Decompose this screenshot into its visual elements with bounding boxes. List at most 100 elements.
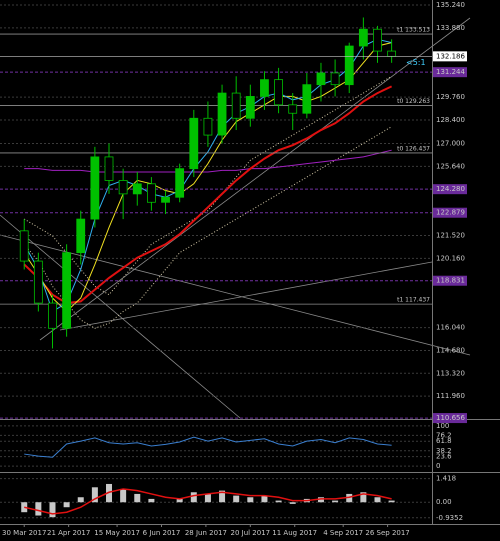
- y-tick-label: 1.418: [436, 475, 456, 483]
- candle-body: [76, 218, 86, 254]
- y-tick-label: 125.640: [436, 162, 465, 170]
- histogram-bar: [77, 497, 84, 503]
- trendline: [59, 261, 433, 331]
- annotation: <5:1: [406, 58, 426, 67]
- candle-body: [387, 50, 397, 57]
- candle-body: [161, 196, 170, 203]
- trendline: [0, 234, 471, 356]
- candle-body: [175, 168, 185, 198]
- indicator-line: [24, 149, 392, 173]
- y-tick-label: 23.6: [436, 453, 452, 461]
- histogram-bar: [219, 490, 226, 503]
- trendlines: [0, 17, 471, 419]
- x-tick-label: 20 Jul 2017: [231, 529, 271, 537]
- candle-body: [302, 84, 312, 114]
- y-tick-label: 100: [436, 422, 449, 430]
- histogram-bar: [63, 502, 70, 508]
- y-tick-label: 121.520: [436, 232, 465, 240]
- histogram-bar: [261, 495, 268, 503]
- histogram-bar: [91, 487, 98, 503]
- y-tick-label: -0.9352: [436, 514, 463, 522]
- level-label: t1 117.437: [397, 297, 430, 304]
- current-price-box: [433, 51, 467, 62]
- histogram-bar: [360, 492, 367, 503]
- signal-line: [24, 488, 392, 515]
- candle-body: [373, 28, 382, 52]
- indicator-line: [23, 38, 392, 313]
- histogram-bar: [148, 498, 155, 503]
- histogram-bar: [134, 493, 141, 503]
- candle-body: [90, 156, 100, 220]
- y-tick-label: 120.160: [436, 254, 465, 262]
- indicator-line: [23, 75, 392, 296]
- y-tick-label: 133.880: [436, 24, 465, 32]
- y-tick-label: 113.320: [436, 369, 465, 377]
- marked-level-label: 110.656: [436, 414, 465, 422]
- histogram-bar: [106, 483, 113, 503]
- candle-body: [344, 45, 354, 86]
- histogram-bar: [204, 493, 211, 503]
- histogram-bar: [120, 488, 127, 503]
- y-tick-label: 76.2: [436, 431, 452, 439]
- y-tick-label: 129.760: [436, 93, 465, 101]
- trendline: [0, 214, 241, 419]
- candle-body: [231, 92, 241, 119]
- indicator-line: [23, 126, 392, 329]
- histogram-bar: [233, 495, 240, 503]
- histogram-bar: [388, 500, 395, 503]
- histogram-bar: [247, 497, 254, 503]
- candle-body: [132, 183, 142, 195]
- y-tick-label: 61.8: [436, 437, 452, 445]
- marked-level-box: [433, 207, 467, 218]
- candle-body: [217, 92, 227, 136]
- x-tick-label: 30 Mar 2017: [2, 529, 46, 537]
- y-tick-label: 0: [436, 462, 440, 470]
- candle-body: [189, 117, 199, 170]
- candle-body: [48, 302, 57, 329]
- level-label: t0 129.263: [397, 98, 430, 105]
- histogram-bar: [374, 497, 381, 503]
- y-tick-label: 38.2: [436, 447, 452, 455]
- marked-level-label: 124.280: [436, 185, 465, 193]
- candle-body: [274, 79, 283, 106]
- marked-level-label: 118.831: [436, 277, 465, 285]
- indicator-line: [23, 42, 392, 313]
- current-price-label: 132.186: [436, 52, 465, 60]
- y-tick-label: 127.000: [436, 139, 465, 147]
- oscillator-line: [24, 436, 392, 458]
- candle-body: [203, 117, 213, 136]
- level-label: t0 126.437: [397, 145, 430, 152]
- candle-body: [245, 96, 255, 119]
- histogram-bar: [317, 497, 324, 503]
- marked-level-box: [433, 184, 467, 195]
- y-tick-label: 111.960: [436, 392, 465, 400]
- x-tick-label: 15 May 2017: [94, 529, 140, 537]
- marked-level-box: [433, 275, 467, 286]
- candle-body: [19, 230, 29, 262]
- candle-body: [118, 180, 128, 195]
- marked-level-label: 122.879: [436, 209, 465, 217]
- y-tick-label: 116.040: [436, 324, 465, 332]
- trendline: [39, 17, 471, 341]
- histogram-bar: [275, 500, 282, 503]
- histogram-bar: [49, 502, 56, 518]
- candle-body: [147, 183, 156, 203]
- level-label: t1 133.513: [397, 27, 430, 34]
- x-tick-label: 28 Jun 2017: [185, 529, 227, 537]
- histogram-bar: [176, 498, 183, 503]
- y-tick-label: 135.240: [436, 1, 465, 9]
- y-tick-label: 0.00: [436, 498, 452, 506]
- x-tick-label: 26 Sep 2017: [365, 529, 409, 537]
- histogram-bar: [332, 500, 339, 503]
- marked-level-label: 131.244: [436, 68, 465, 76]
- candle-body: [33, 260, 43, 304]
- y-tick-label: 114.680: [436, 346, 465, 354]
- marked-level-box: [433, 413, 467, 424]
- candle-body: [260, 79, 269, 97]
- histogram-bar: [289, 502, 296, 504]
- candle-body: [316, 72, 326, 86]
- candle-body: [330, 72, 340, 86]
- indicator-line: [23, 85, 393, 305]
- candle-body: [358, 28, 368, 47]
